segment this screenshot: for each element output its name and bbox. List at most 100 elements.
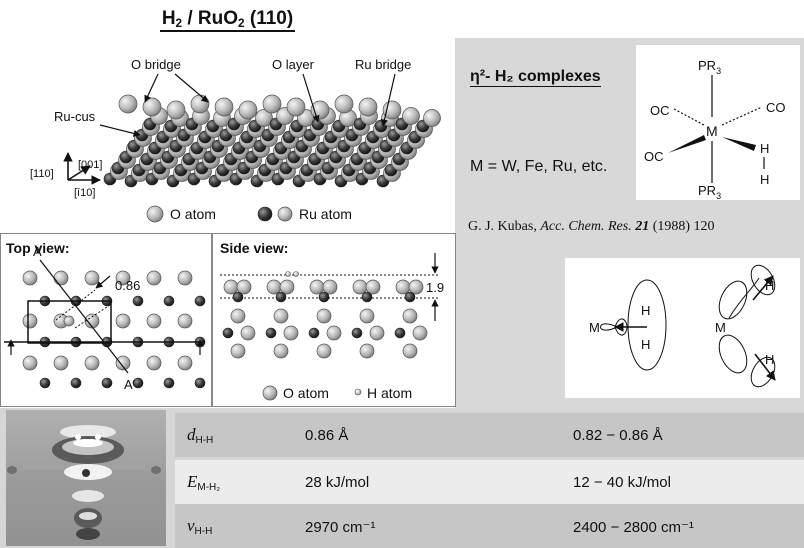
o-atom [177,313,193,329]
o-atom [230,308,246,324]
o-atom [283,325,299,341]
table-row: dH-H 0.86 Å 0.82 − 0.86 Å [175,413,804,457]
ru-atom [70,377,82,389]
ru-atom [318,291,330,303]
o-atom [326,325,342,341]
o-atom [255,109,273,127]
kubas-reference: G. J. Kubas, Acc. Chem. Res. 21 (1988) 1… [468,219,715,234]
h-atom [293,271,299,277]
co-upper: CO [766,100,786,115]
complex-structure: PR3 M PR3 OC CO OC H H [636,45,800,200]
complexes-heading: η²- H₂ complexes [470,68,601,87]
o-atom [84,270,100,286]
o-atom [273,343,289,359]
ru-atom [132,295,144,307]
oc-upper: OC [650,103,670,118]
bond-h1-left: H [641,303,650,318]
o-atom [359,308,375,324]
o-atom [369,325,385,341]
o-atom [190,94,210,114]
h-atom [285,271,291,277]
o-atom [63,315,75,327]
legend-h-atom-icon [354,388,362,396]
metal-m: M [706,123,718,139]
h-upper: H [760,141,769,156]
o-atom [22,270,38,286]
legend-ru-atom-icon-light [277,206,293,222]
o-atom [214,97,234,117]
o-atom [365,279,381,295]
o-atom [322,279,338,295]
ru-atom [39,377,51,389]
o-atom [402,107,420,125]
o-atom [316,308,332,324]
o-atom [266,279,282,295]
o-atom [22,355,38,371]
o-atom [359,343,375,359]
ru-atom [394,327,406,339]
o-atom [334,94,354,114]
ru-atom [163,295,175,307]
o-atom [286,97,306,117]
axis-001: [001] [78,159,102,171]
side-view-title: Side view: [220,240,289,256]
o-atom [115,270,131,286]
ru-atom [132,377,144,389]
charge-density-plot [6,410,166,546]
top-view-diagram: 0.86 A A′ [4,244,206,392]
bond-h2-right: H [765,352,774,367]
o-atom [146,270,162,286]
top-view-title: Top view: [6,240,70,256]
row-symbol: EM-H₂ [187,472,221,493]
o-atom [262,94,282,114]
side-view-height: 1.9 [426,280,444,295]
o-atom [230,343,246,359]
bonding-scheme: M H H M H H [565,258,800,398]
o-atom [177,270,193,286]
ru-atom [361,291,373,303]
row-symbol: νH-H [187,516,213,537]
legend-o-atom-icon-side [262,385,278,401]
table-row: EM-H₂ 28 kJ/mol 12 − 40 kJ/mol [175,460,804,504]
o-atom [22,313,38,329]
o-atom [316,343,332,359]
label-a-prime: A′ [124,377,136,392]
o-atom [309,279,325,295]
o-atom [84,355,100,371]
pr3-top: PR3 [698,58,721,76]
bond-m-right: M [715,320,726,335]
pr3-bottom: PR3 [698,183,721,200]
o-atom [177,355,193,371]
o-atom [352,279,368,295]
label-o-layer: O layer [272,57,315,72]
row-value-surface: 28 kJ/mol [305,474,370,491]
row-symbol: dH-H [187,425,214,446]
ru-atom [101,377,113,389]
ru-atom [232,291,244,303]
surface-slab [103,94,441,188]
o-atom [115,313,131,329]
o-atom [236,279,252,295]
row-value-surface: 0.86 Å [305,427,349,444]
o-atom [273,308,289,324]
o-atom [240,325,256,341]
side-legend-h: H atom [367,385,412,401]
o-atom [402,343,418,359]
ru-atom [275,291,287,303]
row-value-complexes: 0.82 − 0.86 Å [573,427,663,444]
o-atom [402,308,418,324]
metals-list: M = W, Fe, Ru, etc. [470,158,608,175]
ru-atom [163,377,175,389]
o-atom [395,279,411,295]
side-view-diagram: 1.9 O atom H atom [220,253,444,401]
ru-atom [351,327,363,339]
label-o-bridge: O bridge [131,57,181,72]
o-atom [412,325,428,341]
axis-110-bar: [ī10] [74,187,95,199]
o-atom [408,279,424,295]
table-row: νH-H 2970 cm⁻¹ 2400 − 2800 cm⁻¹ [175,504,804,548]
bond-h2-left: H [641,337,650,352]
h-lower: H [760,172,769,187]
ru-atom [265,327,277,339]
bond-h1-right: H [765,278,774,293]
